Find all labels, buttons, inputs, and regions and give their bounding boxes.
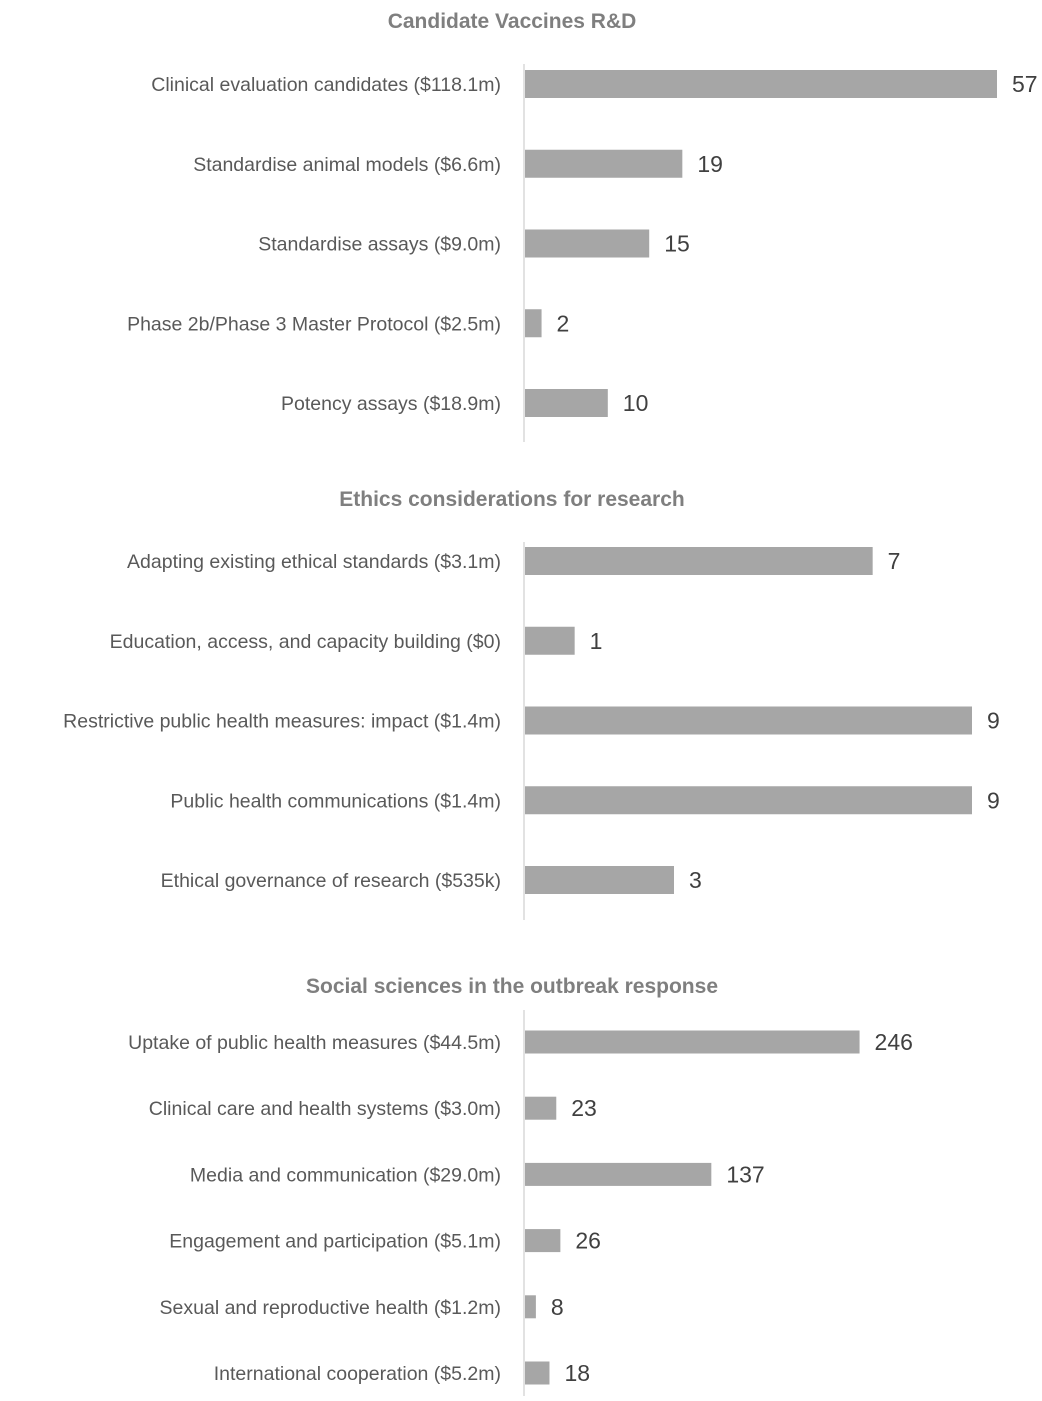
panel-3-clinical-care-and-health-systems-bar xyxy=(525,1096,557,1120)
panel-2-ethical-governance-of-research-bar xyxy=(525,866,674,894)
panel-2-public-health-communications-tick-label: Public health communications ($1.4m) xyxy=(170,790,501,812)
panel-3-clinical-care-and-health-systems-tick-label: Clinical care and health systems ($3.0m) xyxy=(149,1098,501,1120)
panel-3-media-and-communication-tick-label: Media and communication ($29.0m) xyxy=(190,1164,501,1186)
panel-2-adapting-existing-ethical-standards-tick-label: Adapting existing ethical standards ($3.… xyxy=(127,551,501,573)
panel-3-sexual-and-reproductive-health-bar xyxy=(525,1295,536,1319)
panel-2-adapting-existing-ethical-standards-value-label: 7 xyxy=(888,548,901,574)
panel-1-phase-2b-phase-3-master-protocol-tick-label: Phase 2b/Phase 3 Master Protocol ($2.5m) xyxy=(127,313,501,335)
panel-3-uptake-of-public-health-measures-value-label: 246 xyxy=(875,1029,913,1055)
panel-3-engagement-and-participation-value-label: 26 xyxy=(575,1228,601,1254)
panel-3-international-cooperation-value-label: 18 xyxy=(564,1360,590,1386)
panel-1-standardise-animal-models-tick-label: Standardise animal models ($6.6m) xyxy=(193,154,501,176)
panel-3-international-cooperation-tick-label: International cooperation ($5.2m) xyxy=(214,1363,501,1385)
panel-2-education-access-and-capacity-building-bar xyxy=(525,626,575,655)
panel-3-engagement-and-participation-tick-label: Engagement and participation ($5.1m) xyxy=(169,1231,501,1253)
panel-1-standardise-assays-value-label: 15 xyxy=(664,231,690,257)
panel-3-uptake-of-public-health-measures-bar xyxy=(525,1030,860,1054)
panel-2-title: Ethics considerations for research xyxy=(339,488,684,511)
panel-2-ethical-governance-of-research-value-label: 3 xyxy=(689,867,702,893)
panel-3-clinical-care-and-health-systems-value-label: 23 xyxy=(571,1095,597,1121)
panel-2-restrictive-public-health-measures-impact-bar xyxy=(525,706,972,735)
panel-3-sexual-and-reproductive-health-tick-label: Sexual and reproductive health ($1.2m) xyxy=(160,1297,501,1319)
panel-3-engagement-and-participation-bar xyxy=(525,1229,561,1253)
panel-3-media-and-communication-bar xyxy=(525,1162,712,1186)
panel-2-education-access-and-capacity-building-value-label: 1 xyxy=(590,628,603,654)
panel-2-ethical-governance-of-research-tick-label: Ethical governance of research ($535k) xyxy=(161,870,501,892)
panel-1-standardise-assays-tick-label: Standardise assays ($9.0m) xyxy=(258,234,501,256)
panel-1-standardise-animal-models-bar xyxy=(525,149,683,178)
panel-1-potency-assays-bar xyxy=(525,389,608,417)
panel-1-title: Candidate Vaccines R&D xyxy=(388,10,637,33)
panel-3-sexual-and-reproductive-health-value-label: 8 xyxy=(551,1294,564,1320)
panel-2-public-health-communications-bar xyxy=(525,786,972,815)
panel-3-international-cooperation-bar xyxy=(525,1361,550,1385)
panel-2-public-health-communications-value-label: 9 xyxy=(987,787,1000,813)
panel-1-potency-assays-tick-label: Potency assays ($18.9m) xyxy=(281,393,501,415)
panel-2-adapting-existing-ethical-standards-bar xyxy=(525,547,873,575)
panel-1-clinical-evaluation-candidates-value-label: 57 xyxy=(1012,71,1038,97)
panel-2-restrictive-public-health-measures-impact-value-label: 9 xyxy=(987,708,1000,734)
panel-2-education-access-and-capacity-building-tick-label: Education, access, and capacity building… xyxy=(110,631,501,653)
panel-3-media-and-communication-value-label: 137 xyxy=(726,1161,764,1187)
panel-2-restrictive-public-health-measures-impact-tick-label: Restrictive public health measures: impa… xyxy=(63,711,501,733)
panel-3-uptake-of-public-health-measures-tick-label: Uptake of public health measures ($44.5m… xyxy=(128,1032,501,1054)
panel-1-standardise-animal-models-value-label: 19 xyxy=(697,151,723,177)
panel-1-clinical-evaluation-candidates-bar xyxy=(525,70,997,98)
panel-1-potency-assays-value-label: 10 xyxy=(623,390,649,416)
panel-1-phase-2b-phase-3-master-protocol-bar xyxy=(525,309,542,338)
panel-1-standardise-assays-bar xyxy=(525,229,650,258)
panel-1-phase-2b-phase-3-master-protocol-value-label: 2 xyxy=(557,310,570,336)
panel-1-clinical-evaluation-candidates-tick-label: Clinical evaluation candidates ($118.1m) xyxy=(151,74,501,96)
panel-3-title: Social sciences in the outbreak response xyxy=(306,975,718,998)
